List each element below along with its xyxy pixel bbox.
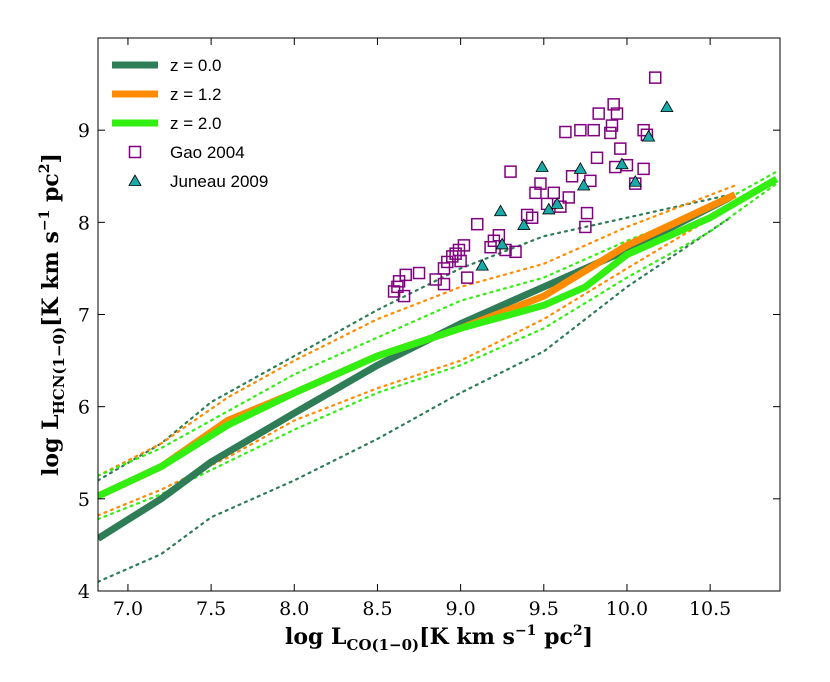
x-tick-label: 7.0 xyxy=(113,598,143,620)
juneau-2009-point xyxy=(550,197,564,209)
legend-label-juneau-2009: Juneau 2009 xyxy=(170,172,268,191)
x-axis-label-sub: CO(1−0) xyxy=(347,636,420,654)
gao-2004-point xyxy=(454,254,467,268)
y-tick-label: 8 xyxy=(78,212,90,234)
gao-2004-point xyxy=(437,277,451,291)
juneau-2009-point xyxy=(535,160,549,172)
gao-2004-point xyxy=(392,275,406,288)
juneau-2009-point xyxy=(660,100,674,113)
series-z0-lower-line xyxy=(98,216,732,583)
legend-label-gao-2004: Gao 2004 xyxy=(170,143,245,162)
x-tick-label: 8.0 xyxy=(279,598,309,620)
legend-label-z0: z = 0.0 xyxy=(170,56,222,75)
gao-2004-point xyxy=(590,151,604,165)
gao-2004-point xyxy=(504,165,517,178)
y-axis-label-sub: HCN(1−0) xyxy=(50,327,68,414)
x-axis-label-exp2: 2 xyxy=(573,623,583,639)
y-tick-label: 6 xyxy=(78,397,90,419)
gao-2004-point xyxy=(559,125,572,139)
gao-2004-point xyxy=(509,245,522,259)
x-axis-label-units: [K km s xyxy=(419,624,515,650)
x-tick-label: 9.0 xyxy=(446,598,476,620)
y-axis-label-units: [K km s xyxy=(38,231,64,327)
gao-2004-point xyxy=(525,211,539,224)
series-z2-median-line xyxy=(98,175,779,500)
x-tick-label: 8.5 xyxy=(362,598,392,620)
gao-2004-point xyxy=(534,177,547,190)
y-tick-label: 5 xyxy=(78,489,90,511)
gao-2004-point xyxy=(562,191,575,204)
x-axis-label-exp: −1 xyxy=(515,623,536,639)
gao-2004-point xyxy=(492,228,506,242)
juneau-2009-point xyxy=(641,129,656,142)
x-axis-label: log LCO(1−0)[K km s−1 pc2] xyxy=(285,623,593,654)
gao-2004-point xyxy=(457,239,471,252)
legend-label-z1: z = 1.2 xyxy=(170,85,222,104)
legend-marker-juneau-2009 xyxy=(128,174,142,186)
series-z0-upper-line xyxy=(98,193,732,482)
legend-marker-gao-2004 xyxy=(128,145,142,159)
gao-2004-point xyxy=(580,206,594,220)
gao-2004-point xyxy=(637,123,650,137)
gao-2004-point xyxy=(547,186,561,200)
gao-2004-point xyxy=(437,262,451,275)
y-axis-label-close: ] xyxy=(38,153,64,163)
gao-2004-point xyxy=(399,268,412,282)
gao-2004-point xyxy=(648,71,662,84)
gao-2004-point xyxy=(587,123,600,137)
y-axis-label-main: log L xyxy=(38,414,64,476)
y-axis-label-units2: pc xyxy=(38,173,64,209)
gao-2004-point xyxy=(579,220,592,234)
gao-2004-point xyxy=(637,162,650,176)
gao-2004-point xyxy=(610,107,624,120)
x-axis-label-units2: pc xyxy=(536,624,572,650)
series-z1-upper-line xyxy=(98,184,737,477)
x-tick-label: 7.5 xyxy=(196,598,226,620)
x-axis-label-main: log L xyxy=(285,624,347,650)
y-axis-label: log LHCN(1−0)[K km s−1 pc2] xyxy=(37,153,68,476)
gao-2004-point xyxy=(614,142,627,155)
juneau-2009-point xyxy=(615,157,629,170)
legend-label-z2: z = 2.0 xyxy=(170,114,222,133)
y-tick-label: 7 xyxy=(78,305,90,327)
gao-2004-point xyxy=(484,240,497,254)
gao-2004-point xyxy=(471,217,484,231)
juneau-2009-point xyxy=(577,178,591,191)
juneau-2009-point xyxy=(493,204,508,217)
gao-2004-point xyxy=(446,250,459,263)
plot-area xyxy=(98,38,780,591)
x-tick-label: 9.5 xyxy=(529,598,559,620)
y-tick-label: 4 xyxy=(78,581,90,603)
x-axis-label-close: ] xyxy=(583,624,593,650)
gao-2004-point xyxy=(592,107,605,120)
y-axis-label-exp2: 2 xyxy=(37,163,53,173)
juneau-2009-point xyxy=(495,237,509,250)
juneau-2009-point xyxy=(517,218,531,230)
gao-2004-point xyxy=(461,271,474,284)
gao-2004-point xyxy=(429,273,442,286)
gao-2004-point xyxy=(607,98,620,111)
gao-2004-point xyxy=(604,126,617,140)
y-tick-label: 9 xyxy=(78,120,90,142)
juneau-2009-point xyxy=(628,174,642,187)
gao-2004-point xyxy=(565,170,579,183)
gao-2004-point xyxy=(397,289,411,303)
legend: z = 0.0 z = 1.2 z = 2.0 Gao 2004 Juneau 2009 xyxy=(112,56,268,191)
y-axis-label-exp: −1 xyxy=(37,210,53,231)
gao-2004-point xyxy=(412,266,426,280)
juneau-2009-point xyxy=(475,258,489,271)
gao-2004-point xyxy=(605,119,619,132)
x-tick-label: 10.5 xyxy=(689,598,731,620)
juneau-2009-point xyxy=(573,162,588,174)
x-tick-label: 10.0 xyxy=(606,598,648,620)
gao-2004-point xyxy=(574,123,587,137)
